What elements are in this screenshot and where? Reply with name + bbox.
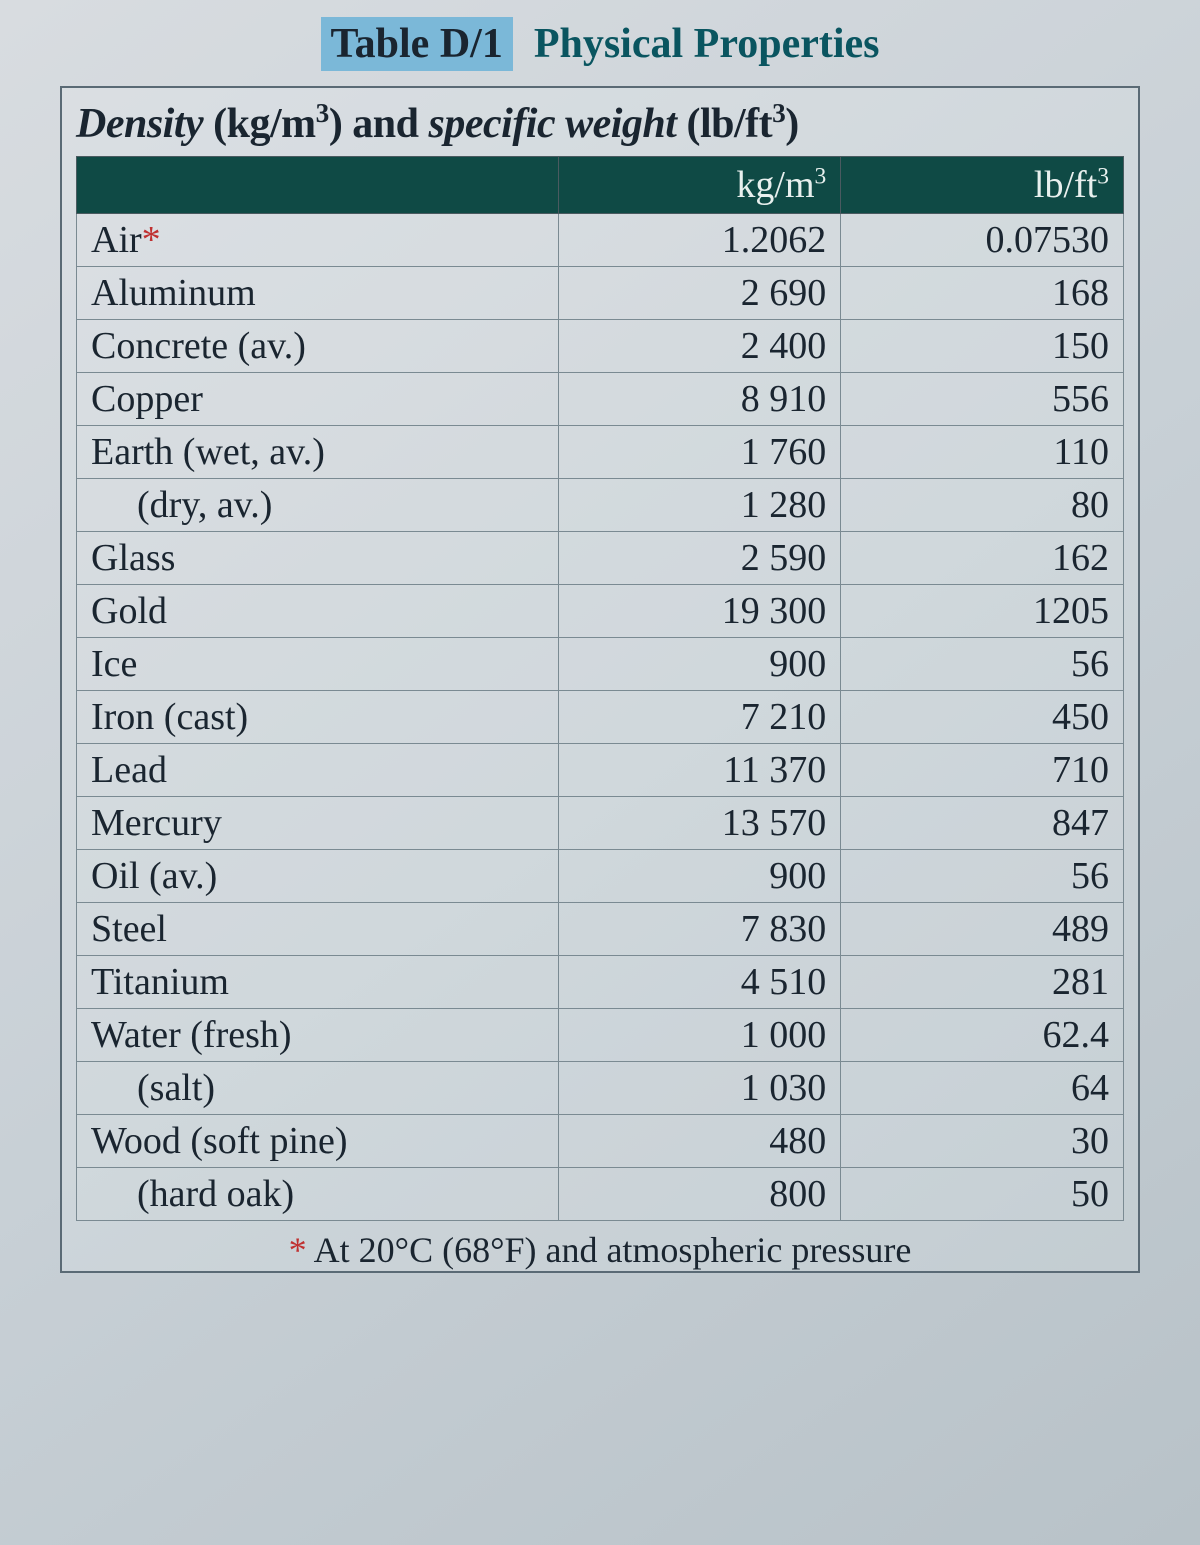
cell-material: Lead	[77, 744, 559, 797]
cell-us: 489	[841, 903, 1124, 956]
table-row: Ice90056	[77, 638, 1124, 691]
cell-si: 800	[558, 1168, 841, 1221]
col-si: kg/m3	[558, 157, 841, 214]
table-header-row: kg/m3 lb/ft3	[77, 157, 1124, 214]
cell-us: 450	[841, 691, 1124, 744]
cell-us: 110	[841, 426, 1124, 479]
cell-si: 1 000	[558, 1009, 841, 1062]
cell-material: Wood (soft pine)	[77, 1115, 559, 1168]
footnote-text: At 20°C (68°F) and atmospheric pressure	[307, 1230, 912, 1270]
table-row: Concrete (av.)2 400150	[77, 320, 1124, 373]
cell-material: Gold	[77, 585, 559, 638]
table-row: Gold19 3001205	[77, 585, 1124, 638]
table-row: Glass2 590162	[77, 532, 1124, 585]
cell-material: (dry, av.)	[77, 479, 559, 532]
cell-us: 62.4	[841, 1009, 1124, 1062]
table-row: (dry, av.)1 28080	[77, 479, 1124, 532]
cell-si: 7 210	[558, 691, 841, 744]
table-row: Earth (wet, av.)1 760110	[77, 426, 1124, 479]
cell-si: 1 760	[558, 426, 841, 479]
cell-si: 900	[558, 638, 841, 691]
cell-si: 2 590	[558, 532, 841, 585]
table-row: Mercury13 570847	[77, 797, 1124, 850]
cell-us: 56	[841, 850, 1124, 903]
table-row: Lead11 370710	[77, 744, 1124, 797]
cell-si: 2 400	[558, 320, 841, 373]
cell-us: 56	[841, 638, 1124, 691]
cell-us: 710	[841, 744, 1124, 797]
cell-si: 480	[558, 1115, 841, 1168]
cell-us: 162	[841, 532, 1124, 585]
cell-si: 1.2062	[558, 214, 841, 267]
col-material	[77, 157, 559, 214]
table-body: Air*1.20620.07530Aluminum2 690168Concret…	[77, 214, 1124, 1221]
cell-material: Water (fresh)	[77, 1009, 559, 1062]
cell-material: Oil (av.)	[77, 850, 559, 903]
table-row: (hard oak)80050	[77, 1168, 1124, 1221]
cell-si: 7 830	[558, 903, 841, 956]
cell-material: Concrete (av.)	[77, 320, 559, 373]
table-row: Air*1.20620.07530	[77, 214, 1124, 267]
cell-si: 13 570	[558, 797, 841, 850]
cell-material: Steel	[77, 903, 559, 956]
footnote: * At 20°C (68°F) and atmospheric pressur…	[76, 1229, 1124, 1271]
table-row: Water (fresh)1 00062.4	[77, 1009, 1124, 1062]
page: Table D/1 Physical Properties Density (k…	[0, 0, 1200, 1273]
title-label-rest: Physical Properties	[523, 21, 879, 67]
cell-si: 8 910	[558, 373, 841, 426]
cell-material: Ice	[77, 638, 559, 691]
cell-material: (salt)	[77, 1062, 559, 1115]
cell-us: 847	[841, 797, 1124, 850]
cell-material: Titanium	[77, 956, 559, 1009]
cell-material: Iron (cast)	[77, 691, 559, 744]
asterisk-icon: *	[142, 219, 161, 261]
cell-us: 64	[841, 1062, 1124, 1115]
cell-material: Air*	[77, 214, 559, 267]
cell-us: 150	[841, 320, 1124, 373]
cell-us: 281	[841, 956, 1124, 1009]
cell-si: 2 690	[558, 267, 841, 320]
table-row: Aluminum2 690168	[77, 267, 1124, 320]
cell-us: 80	[841, 479, 1124, 532]
cell-material: Earth (wet, av.)	[77, 426, 559, 479]
table-container: Density (kg/m3) and specific weight (lb/…	[60, 86, 1140, 1273]
table-title: Table D/1 Physical Properties	[60, 20, 1140, 68]
table-row: Copper8 910556	[77, 373, 1124, 426]
cell-si: 11 370	[558, 744, 841, 797]
table-row: Oil (av.)90056	[77, 850, 1124, 903]
cell-us: 0.07530	[841, 214, 1124, 267]
cell-material: Copper	[77, 373, 559, 426]
cell-material: Aluminum	[77, 267, 559, 320]
table-row: Titanium4 510281	[77, 956, 1124, 1009]
cell-si: 1 280	[558, 479, 841, 532]
col-us: lb/ft3	[841, 157, 1124, 214]
title-label-highlight: Table D/1	[321, 17, 513, 71]
cell-us: 1205	[841, 585, 1124, 638]
cell-si: 1 030	[558, 1062, 841, 1115]
cell-si: 19 300	[558, 585, 841, 638]
table-row: Steel7 830489	[77, 903, 1124, 956]
cell-us: 168	[841, 267, 1124, 320]
cell-material: Mercury	[77, 797, 559, 850]
table-subtitle: Density (kg/m3) and specific weight (lb/…	[76, 98, 1124, 148]
density-table: kg/m3 lb/ft3 Air*1.20620.07530Aluminum2 …	[76, 156, 1124, 1221]
cell-us: 50	[841, 1168, 1124, 1221]
cell-material: (hard oak)	[77, 1168, 559, 1221]
footnote-star: *	[289, 1230, 307, 1270]
cell-us: 556	[841, 373, 1124, 426]
cell-us: 30	[841, 1115, 1124, 1168]
cell-si: 900	[558, 850, 841, 903]
table-row: Iron (cast)7 210450	[77, 691, 1124, 744]
cell-si: 4 510	[558, 956, 841, 1009]
table-row: Wood (soft pine)48030	[77, 1115, 1124, 1168]
cell-material: Glass	[77, 532, 559, 585]
table-row: (salt)1 03064	[77, 1062, 1124, 1115]
